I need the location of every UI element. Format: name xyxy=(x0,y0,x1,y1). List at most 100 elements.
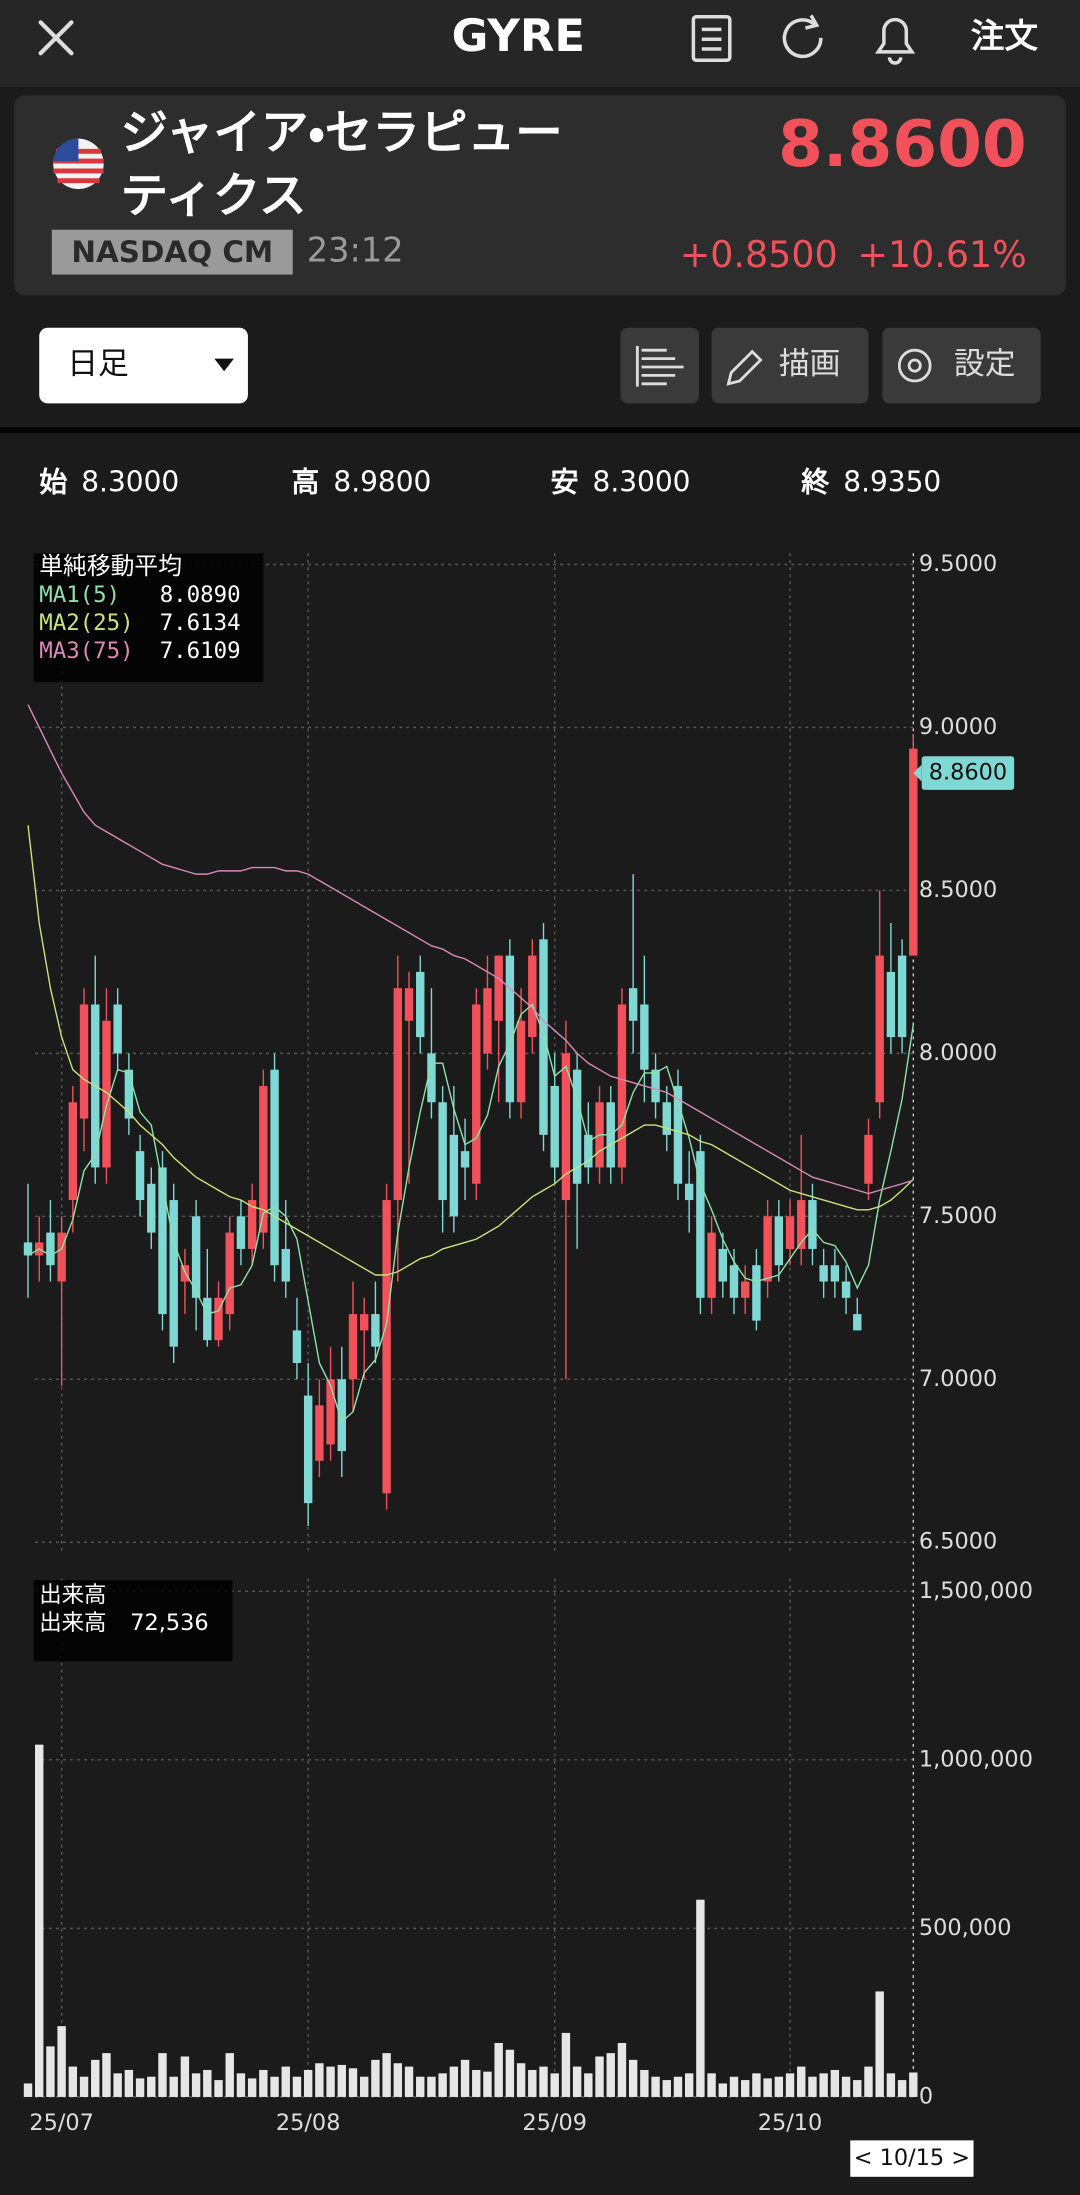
candle-body xyxy=(875,955,884,1103)
candle-body xyxy=(203,1297,212,1341)
candle-body xyxy=(79,1004,89,1119)
candle-body xyxy=(158,1167,167,1315)
volume-bar xyxy=(46,2046,55,2097)
volume-bar xyxy=(259,2069,268,2097)
last-price-label: 8.8600 xyxy=(929,760,1007,786)
candle-body xyxy=(180,1265,190,1282)
settings-button[interactable] xyxy=(882,327,1041,404)
close-button[interactable] xyxy=(38,20,74,56)
volume-bar xyxy=(718,2083,728,2097)
ticker-title: GYRE xyxy=(452,9,585,62)
news-button[interactable] xyxy=(691,15,732,62)
volume-bar xyxy=(247,2078,257,2097)
order-button[interactable]: 注文 xyxy=(971,16,1039,55)
y2-tick-label: 1,000,000 xyxy=(919,1746,1033,1772)
volume-bar xyxy=(449,2066,459,2097)
candle-body xyxy=(169,1200,178,1347)
period-dropdown[interactable] xyxy=(39,327,248,404)
company-name: ティクス xyxy=(120,169,306,224)
draw-button[interactable] xyxy=(711,327,869,404)
volume-bar xyxy=(147,2076,156,2097)
volume-bar xyxy=(68,2066,78,2097)
candle-body xyxy=(841,1281,851,1298)
candle-body xyxy=(472,1004,481,1184)
price-change: +0.8500 xyxy=(680,233,838,276)
refresh-button[interactable] xyxy=(782,14,823,59)
volume-bar xyxy=(841,2076,851,2097)
volume-bar xyxy=(169,2076,178,2097)
volume-bar xyxy=(797,2066,806,2097)
volume-bar xyxy=(79,2076,89,2097)
volume-bar xyxy=(91,2059,100,2097)
volume-bar xyxy=(684,2073,694,2097)
volume-bar xyxy=(707,2073,716,2097)
ma-legend-name: MA3(75) xyxy=(39,638,133,664)
candle-body xyxy=(696,1151,705,1298)
volume-bar xyxy=(595,2056,604,2097)
candle-body xyxy=(640,1004,649,1070)
candle-body xyxy=(416,971,425,1038)
candle-body xyxy=(57,1232,66,1282)
price-chart: 9.5000 9.0000 8.5000 8.0000 7.5000 7.0000 6.50… xyxy=(23,551,1033,2177)
y2-tick-label: 1,500,000 xyxy=(919,1578,1033,1604)
volume-bar xyxy=(438,2073,447,2097)
ma-legend-box xyxy=(33,553,264,683)
candle-body xyxy=(684,1183,694,1201)
us-flag xyxy=(53,138,104,190)
volume-bar xyxy=(191,2073,201,2097)
candle-body xyxy=(909,748,918,956)
volume-bar xyxy=(875,1991,884,2097)
candle-body xyxy=(259,1085,268,1233)
ohlc-label: 安 xyxy=(551,465,579,498)
volume-bar xyxy=(483,2071,492,2097)
candle-body xyxy=(292,1330,302,1363)
candle-body xyxy=(483,988,492,1054)
volume-bar xyxy=(158,2053,167,2097)
volume-bar xyxy=(550,2073,559,2097)
volume-bar xyxy=(830,2069,840,2097)
candle-body xyxy=(774,1216,784,1266)
quote-time: 23:12 xyxy=(307,231,404,270)
volume-bar xyxy=(864,2066,873,2097)
settings-label: 設定 xyxy=(954,346,1016,382)
candle-body xyxy=(270,1069,279,1266)
volume-bar xyxy=(102,2053,111,2097)
ohlc-summary: 始 8.3000 高 8.9800 安 8.3000 終 8.9350 xyxy=(39,465,941,498)
candle-body xyxy=(584,1134,593,1168)
volume-bar xyxy=(539,2066,548,2097)
volume-bar xyxy=(180,2056,190,2097)
candle-body xyxy=(371,1314,380,1347)
candle-body xyxy=(337,1379,346,1451)
alert-button[interactable] xyxy=(875,17,916,65)
candle-body xyxy=(707,1232,716,1298)
volume-bar xyxy=(561,2032,571,2097)
candle-body xyxy=(438,1102,447,1201)
y2-tick-label: 500,000 xyxy=(919,1915,1012,1941)
candle-body xyxy=(808,1200,817,1249)
candle-body xyxy=(46,1232,55,1266)
volume-bar xyxy=(393,2063,403,2097)
volume-bar xyxy=(628,2059,638,2097)
volume-bar xyxy=(404,2066,414,2097)
volume-bar xyxy=(23,2083,33,2097)
exchange-badge xyxy=(51,229,293,275)
volume-bar xyxy=(640,2069,649,2097)
volume-bar xyxy=(853,2080,862,2097)
volume-bar xyxy=(124,2069,134,2097)
volume-bar xyxy=(662,2080,671,2097)
volume-bar xyxy=(360,2076,369,2097)
volume-bar xyxy=(505,2049,515,2097)
volume-bar xyxy=(315,2063,324,2097)
volume-bar xyxy=(617,2043,627,2097)
volume-bar xyxy=(348,2068,358,2097)
volume-bar xyxy=(203,2069,212,2097)
cursor-date-box xyxy=(850,2140,974,2177)
candle-body xyxy=(785,1216,795,1249)
candle-body xyxy=(797,1200,806,1249)
candle-body xyxy=(225,1232,234,1315)
candle-body xyxy=(718,1248,728,1282)
candle-body xyxy=(752,1265,761,1321)
candle-body xyxy=(102,1020,111,1168)
volume-legend-name: 出来高 xyxy=(39,1610,106,1636)
